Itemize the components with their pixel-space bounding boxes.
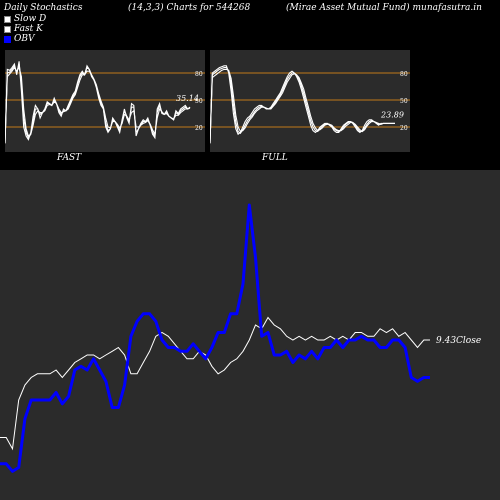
full-series-line-2 — [209, 68, 395, 144]
fast-series-line-2 — [4, 66, 191, 144]
legend-label: Fast K — [14, 24, 43, 34]
fast-stochastic-panel: 80 50 20 35.14 — [4, 50, 205, 152]
fast-level-label: 50 — [195, 98, 203, 105]
legend-swatch-white-icon — [4, 15, 11, 23]
chart-params: (14,3,3) Charts for 544268 — [128, 3, 251, 13]
legend-swatch-blue-icon — [4, 35, 11, 43]
legend-slow-d: Slow D — [4, 14, 46, 24]
legend-label: Slow D — [14, 14, 47, 24]
legend-label: OBV — [14, 34, 35, 44]
close-price-line — [0, 316, 430, 451]
legend-fast-k: Fast K — [4, 24, 43, 34]
fast-last-value-label: 35.14 — [176, 94, 199, 103]
fast-series-line-1 — [4, 63, 191, 144]
full-level-label: 80 — [400, 71, 408, 78]
full-level-label: 50 — [400, 98, 408, 105]
full-stochastic-plot: 80 50 20 23.89 — [209, 65, 410, 144]
fast-level-label: 80 — [195, 71, 203, 78]
full-level-label: 20 — [400, 125, 408, 132]
fund-name: (Mirae Asset Mutual Fund) munafasutra.in — [286, 3, 482, 13]
fast-series-line-0 — [4, 61, 191, 144]
full-stochastic-panel: 80 50 20 23.89 — [209, 50, 410, 152]
full-panel-label: FULL — [262, 153, 288, 163]
fast-level-label: 20 — [195, 125, 203, 132]
legend-swatch-white-icon — [4, 25, 11, 33]
legend-obv: OBV — [4, 34, 35, 44]
full-last-value-label: 23.89 — [380, 110, 404, 119]
fast-stochastic-plot: 80 50 20 35.14 — [4, 61, 205, 144]
full-series-line-1 — [209, 67, 395, 144]
obv-close-panel: 9.43Close — [0, 170, 500, 500]
fast-panel-label: FAST — [57, 153, 82, 163]
obv-close-plot: 9.43Close — [0, 203, 481, 473]
chart-title: Daily Stochastics — [4, 3, 83, 13]
obv-line — [0, 203, 430, 473]
close-last-value-label: 9.43Close — [436, 336, 481, 346]
